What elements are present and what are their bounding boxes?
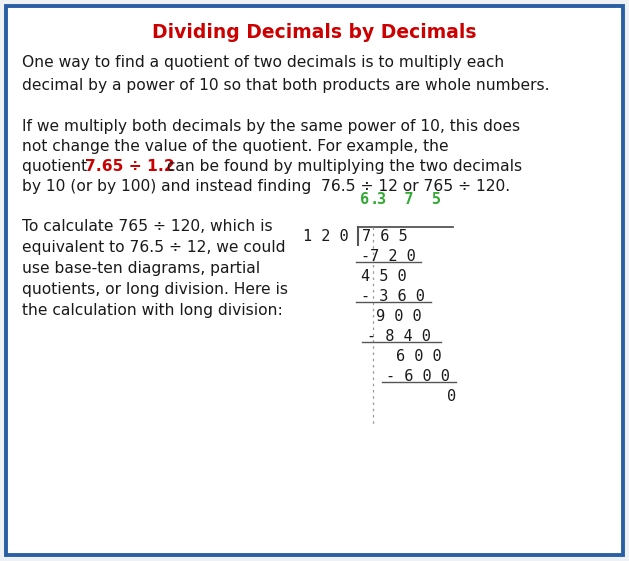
Text: can be found by multiplying the two decimals: can be found by multiplying the two deci… (162, 159, 522, 174)
Text: 4 5 0: 4 5 0 (361, 269, 406, 284)
Text: 7 6 5: 7 6 5 (362, 229, 408, 244)
Text: 1 2 0: 1 2 0 (303, 229, 348, 244)
Text: use base-ten diagrams, partial: use base-ten diagrams, partial (22, 261, 260, 276)
Text: If we multiply both decimals by the same power of 10, this does: If we multiply both decimals by the same… (22, 119, 520, 134)
Text: 7.65 ÷ 1.2: 7.65 ÷ 1.2 (85, 159, 175, 174)
Text: 6 0 0: 6 0 0 (396, 349, 442, 364)
Text: quotient: quotient (22, 159, 92, 174)
Text: Dividing Decimals by Decimals: Dividing Decimals by Decimals (152, 23, 476, 42)
Text: 3  7  5: 3 7 5 (377, 192, 441, 207)
Text: One way to find a quotient of two decimals is to multiply each
decimal by a powe: One way to find a quotient of two decima… (22, 55, 550, 93)
Text: the calculation with long division:: the calculation with long division: (22, 303, 283, 318)
Text: quotients, or long division. Here is: quotients, or long division. Here is (22, 282, 288, 297)
Text: equivalent to 76.5 ÷ 12, we could: equivalent to 76.5 ÷ 12, we could (22, 240, 286, 255)
Text: - 8 4 0: - 8 4 0 (367, 329, 431, 344)
Text: - 6 0 0: - 6 0 0 (386, 369, 450, 384)
Text: 0: 0 (447, 389, 456, 404)
Text: .: . (370, 192, 379, 207)
Text: -7 2 0: -7 2 0 (361, 249, 416, 264)
FancyBboxPatch shape (6, 6, 623, 555)
Text: not change the value of the quotient. For example, the: not change the value of the quotient. Fo… (22, 139, 448, 154)
Text: 9 0 0: 9 0 0 (376, 309, 421, 324)
Text: 6: 6 (360, 192, 369, 207)
Text: - 3 6 0: - 3 6 0 (361, 289, 425, 304)
Text: To calculate 765 ÷ 120, which is: To calculate 765 ÷ 120, which is (22, 219, 272, 234)
Text: by 10 (or by 100) and instead finding  76.5 ÷ 12 or 765 ÷ 120.: by 10 (or by 100) and instead finding 76… (22, 179, 510, 194)
